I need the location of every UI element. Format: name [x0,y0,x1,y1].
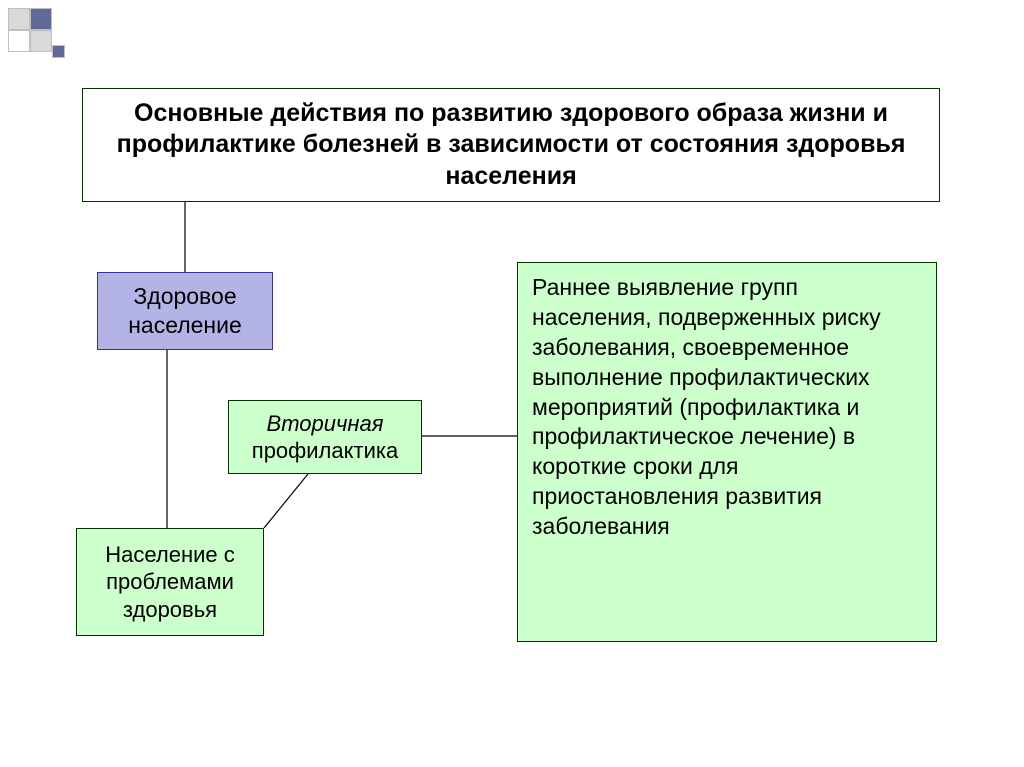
deco-sq-3 [30,30,52,52]
node-population-problems: Население с проблемами здоровья [76,528,264,636]
secondary-plain: профилактика [252,438,398,463]
description-text: Раннее выявление групп населения, подвер… [532,274,881,539]
healthy-label: Здоровое население [98,282,272,340]
deco-sq-0 [8,8,30,30]
title-box: Основные действия по развитию здорового … [82,88,940,202]
node-description: Раннее выявление групп населения, подвер… [517,262,937,642]
corner-decoration [8,8,68,68]
title-text: Основные действия по развитию здорового … [107,98,915,192]
problems-label: Население с проблемами здоровья [77,541,263,624]
secondary-text: Вторичная профилактика [252,410,398,465]
edge-problems-to-secondary [264,474,308,528]
node-healthy-population: Здоровое население [97,272,273,350]
deco-sq-4 [52,45,65,58]
deco-sq-1 [30,8,52,30]
node-secondary-prevention: Вторичная профилактика [228,400,422,474]
deco-sq-2 [8,30,30,52]
secondary-italic: Вторичная [267,411,384,436]
